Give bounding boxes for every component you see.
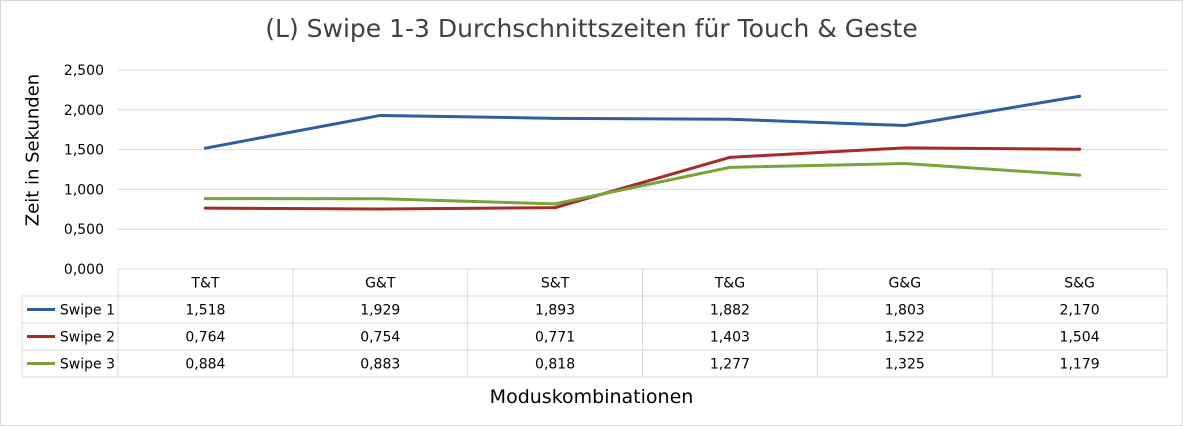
legend-label: Swipe 2 bbox=[60, 330, 115, 346]
data-point bbox=[203, 146, 207, 150]
category-label: G&T bbox=[365, 276, 396, 292]
series-line-swipe-1 bbox=[203, 94, 1082, 150]
data-point bbox=[903, 123, 907, 127]
y-tick-label: 1,000 bbox=[64, 182, 104, 198]
category-label: T&T bbox=[190, 276, 219, 292]
series-line-swipe-3 bbox=[203, 162, 1082, 206]
data-value-label: 1,882 bbox=[710, 303, 750, 319]
data-point bbox=[553, 206, 557, 210]
chart-title: (L) Swipe 1-3 Durchschnittszeiten für To… bbox=[265, 14, 918, 43]
data-point bbox=[903, 146, 907, 150]
data-point bbox=[553, 202, 557, 206]
data-value-label: 0,771 bbox=[535, 330, 575, 346]
data-point bbox=[378, 113, 382, 117]
data-point bbox=[1078, 147, 1082, 151]
data-point bbox=[203, 206, 207, 210]
data-point bbox=[378, 197, 382, 201]
data-value-label: 2,170 bbox=[1060, 303, 1100, 319]
data-point bbox=[1078, 94, 1082, 98]
data-value-label: 1,277 bbox=[710, 357, 750, 373]
data-value-label: 1,893 bbox=[535, 303, 575, 319]
data-value-label: 1,518 bbox=[185, 303, 225, 319]
x-axis-label: Moduskombinationen bbox=[489, 386, 694, 408]
data-point bbox=[203, 197, 207, 201]
data-value-label: 0,818 bbox=[535, 357, 575, 373]
category-label: G&G bbox=[888, 276, 921, 292]
data-value-label: 1,929 bbox=[360, 303, 400, 319]
legend-label: Swipe 1 bbox=[60, 303, 115, 319]
data-point bbox=[378, 207, 382, 211]
data-value-label: 0,764 bbox=[185, 330, 225, 346]
data-value-label: 1,504 bbox=[1060, 330, 1100, 346]
data-value-label: 1,803 bbox=[885, 303, 925, 319]
data-value-label: 1,403 bbox=[710, 330, 750, 346]
series-line-swipe-2 bbox=[203, 146, 1082, 211]
y-tick-label: 2,000 bbox=[64, 103, 104, 119]
category-label: S&G bbox=[1064, 276, 1095, 292]
y-tick-label: 0,000 bbox=[64, 262, 104, 278]
data-value-label: 0,884 bbox=[185, 357, 225, 373]
y-tick-label: 2,500 bbox=[64, 63, 104, 79]
data-value-label: 0,883 bbox=[360, 357, 400, 373]
data-value-label: 1,325 bbox=[885, 357, 925, 373]
data-value-label: 1,522 bbox=[885, 330, 925, 346]
category-label: S&T bbox=[541, 276, 570, 292]
category-label: T&G bbox=[714, 276, 745, 292]
data-point bbox=[728, 155, 732, 159]
data-point bbox=[728, 117, 732, 121]
data-point bbox=[553, 116, 557, 120]
data-point bbox=[728, 165, 732, 169]
data-point bbox=[1078, 173, 1082, 177]
data-value-label: 0,754 bbox=[360, 330, 400, 346]
data-point bbox=[903, 162, 907, 166]
data-value-label: 1,179 bbox=[1060, 357, 1100, 373]
y-tick-label: 0,500 bbox=[64, 222, 104, 238]
legend-label: Swipe 3 bbox=[60, 357, 115, 373]
y-tick-label: 1,500 bbox=[64, 143, 104, 159]
